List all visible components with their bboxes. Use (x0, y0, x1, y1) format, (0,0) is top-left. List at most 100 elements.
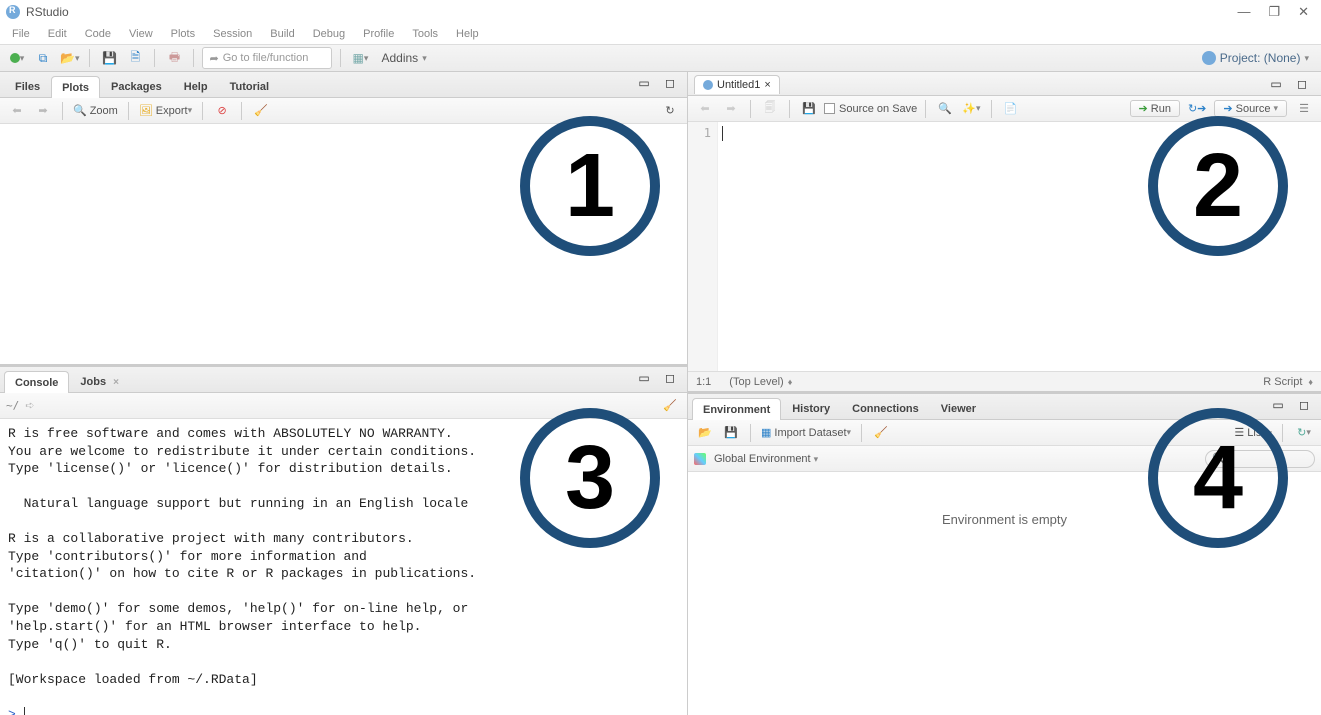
file-name-label: Untitled1 (717, 79, 760, 91)
menu-help[interactable]: Help (448, 26, 487, 42)
source-back-icon[interactable]: ⬅ (694, 98, 716, 120)
addins-dropdown[interactable]: Addins (375, 51, 432, 65)
tab-environment[interactable]: Environment (692, 398, 781, 420)
tab-plots[interactable]: Plots (51, 76, 100, 98)
rerun-icon[interactable]: ↻➔ (1186, 98, 1208, 120)
env-scope-dropdown[interactable]: Global Environment (710, 453, 818, 465)
export-button[interactable]: 🖼 Export (137, 100, 194, 122)
import-label: Import Dataset (774, 427, 846, 439)
save-button[interactable]: 💾 (98, 47, 120, 69)
menu-code[interactable]: Code (77, 26, 119, 42)
minimize-button[interactable]: — (1237, 4, 1250, 20)
tab-tutorial[interactable]: Tutorial (219, 75, 281, 97)
env-max-icon[interactable]: ◻ (1293, 394, 1315, 416)
list-view-dropdown[interactable]: ☰ List (1234, 426, 1272, 439)
new-project-button[interactable]: ⧉ (32, 47, 54, 69)
jobs-tab-label: Jobs (80, 376, 106, 388)
source-body[interactable]: 1 (688, 122, 1321, 371)
tab-packages[interactable]: Packages (100, 75, 173, 97)
window-title: RStudio (26, 5, 69, 19)
scope-selector[interactable]: (Top Level) ♦ (729, 376, 792, 388)
open-file-button[interactable]: 📂 (58, 47, 81, 69)
import-icon: ▦ (761, 426, 771, 439)
clear-plots-icon[interactable]: 🧹 (250, 100, 272, 122)
env-search-input[interactable]: 🔍 (1205, 450, 1315, 468)
menu-session[interactable]: Session (205, 26, 260, 42)
import-dataset-button[interactable]: ▦ Import Dataset (759, 422, 853, 444)
file-close-icon[interactable]: × (764, 79, 770, 91)
menu-build[interactable]: Build (262, 26, 302, 42)
console-path-arrow-icon[interactable]: ➪ (25, 399, 34, 412)
console-max-icon[interactable]: ◻ (659, 367, 681, 389)
source-save-icon[interactable]: 💾 (798, 98, 820, 120)
maximize-pane-icon[interactable]: ◻ (659, 72, 681, 94)
env-min-icon[interactable]: ▭ (1267, 394, 1289, 416)
project-selector[interactable]: Project: (None) ▾ (1196, 51, 1315, 65)
menu-plots[interactable]: Plots (163, 26, 203, 42)
grid-button[interactable]: ▦ (349, 47, 371, 69)
console-output: R is free software and comes with ABSOLU… (8, 426, 476, 687)
menu-debug[interactable]: Debug (305, 26, 353, 42)
workspace: Files Plots Packages Help Tutorial ▭ ◻ ⬅… (0, 72, 1321, 715)
plot-next-icon[interactable]: ➡ (32, 100, 54, 122)
addins-label: Addins (381, 51, 418, 65)
line-number-1: 1 (688, 126, 711, 140)
refresh-env-icon[interactable]: ↻ (1293, 422, 1315, 444)
menubar: File Edit Code View Plots Session Build … (0, 24, 1321, 44)
close-button[interactable]: ✕ (1298, 4, 1309, 20)
print-button[interactable]: 🖶 (163, 47, 185, 69)
new-file-button[interactable] (6, 47, 28, 69)
main-toolbar: ⧉ 📂 💾 🗎 🖶 ➦ Go to file/function ▦ Addins… (0, 44, 1321, 72)
source-on-save-label: Source on Save (839, 103, 917, 115)
tab-history[interactable]: History (781, 397, 841, 419)
jobs-close-icon[interactable]: × (113, 377, 119, 388)
menu-tools[interactable]: Tools (404, 26, 446, 42)
tab-viewer[interactable]: Viewer (930, 397, 987, 419)
env-empty-message: Environment is empty (688, 472, 1321, 527)
run-button[interactable]: ➔ Run (1130, 100, 1180, 117)
minimize-pane-icon[interactable]: ▭ (633, 72, 655, 94)
tab-console[interactable]: Console (4, 371, 69, 393)
project-label: Project: (None) (1220, 51, 1301, 65)
lang-label[interactable]: R Script (1263, 376, 1302, 388)
console-body[interactable]: R is free software and comes with ABSOLU… (0, 419, 687, 715)
clear-console-icon[interactable]: 🧹 (659, 395, 681, 417)
load-workspace-icon[interactable]: 📂 (694, 422, 716, 444)
export-icon: 🖼 (139, 104, 153, 117)
source-min-icon[interactable]: ▭ (1265, 73, 1287, 95)
tab-connections[interactable]: Connections (841, 397, 930, 419)
window-controls: — ❐ ✕ (1237, 4, 1315, 20)
menu-profile[interactable]: Profile (355, 26, 402, 42)
save-workspace-icon[interactable]: 💾 (720, 422, 742, 444)
cursor-position: 1:1 (696, 376, 711, 388)
tab-jobs[interactable]: Jobs × (69, 370, 130, 392)
tab-files[interactable]: Files (4, 75, 51, 97)
titlebar: RStudio — ❐ ✕ (0, 0, 1321, 24)
menu-edit[interactable]: Edit (40, 26, 75, 42)
console-min-icon[interactable]: ▭ (633, 367, 655, 389)
source-file-tab[interactable]: Untitled1 × (694, 75, 780, 94)
menu-file[interactable]: File (4, 26, 38, 42)
source-show-icon[interactable]: 🗐 (759, 98, 781, 120)
source-fwd-icon[interactable]: ➡ (720, 98, 742, 120)
wand-icon[interactable]: ✨ (960, 98, 982, 120)
maximize-button[interactable]: ❐ (1268, 4, 1280, 20)
compile-report-icon[interactable]: 📄 (1000, 98, 1022, 120)
plot-prev-icon[interactable]: ⬅ (6, 100, 28, 122)
save-all-button[interactable]: 🗎 (124, 47, 146, 69)
remove-plot-icon[interactable]: ⊘ (211, 100, 233, 122)
tab-help[interactable]: Help (173, 75, 219, 97)
outline-icon[interactable]: ☰ (1293, 98, 1315, 120)
find-icon[interactable]: 🔍 (934, 98, 956, 120)
run-arrow-icon: ➔ (1139, 102, 1148, 115)
source-max-icon[interactable]: ◻ (1291, 73, 1313, 95)
rstudio-logo-icon (6, 5, 20, 19)
refresh-plots-icon[interactable]: ↻ (659, 100, 681, 122)
source-cursor (722, 126, 723, 141)
source-on-save-checkbox[interactable] (824, 103, 835, 114)
zoom-button[interactable]: 🔍 Zoom (71, 100, 120, 122)
source-button[interactable]: ➔ Source (1214, 100, 1287, 117)
goto-file-input[interactable]: ➦ Go to file/function (202, 47, 332, 69)
clear-env-icon[interactable]: 🧹 (870, 422, 892, 444)
menu-view[interactable]: View (121, 26, 161, 42)
